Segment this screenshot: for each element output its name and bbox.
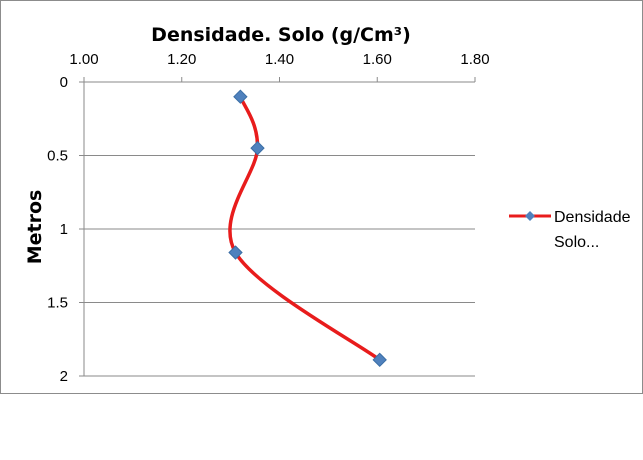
y-tick-label-2: 1 [60,221,68,238]
legend: Densidade Solo... [509,209,631,251]
gridlines [84,155,475,377]
data-point-2 [228,245,243,260]
x-tick-label-2: 1.40 [265,51,294,68]
legend-label-line1: Densidade [554,209,631,226]
chart-frame: Densidade. Solo (g/Cm³) Metros 1.00 1.20 1… [0,0,643,394]
y-tick-label-1: 0.5 [47,148,68,165]
x-tick-label-3: 1.60 [363,51,392,68]
x-tick-labels: 1.00 1.20 1.40 1.60 1.80 [69,51,489,68]
axes [79,77,476,377]
series-density [228,89,387,368]
data-point-0 [233,89,248,104]
x-tick-label-1: 1.20 [167,51,196,68]
chart-svg: Densidade. Solo (g/Cm³) Metros 1.00 1.20 1… [24,24,631,385]
y-tick-label-4: 2 [60,368,68,385]
legend-marker-swatch [525,211,535,221]
chart-title: Densidade. Solo (g/Cm³) [151,24,411,46]
y-tick-label-3: 1.5 [47,295,68,312]
series-line-0 [228,94,382,362]
legend-label-line2: Solo... [554,234,599,251]
x-tick-label-0: 1.00 [69,51,98,68]
x-tick-label-4: 1.80 [460,51,489,68]
y-tick-label-0: 0 [60,74,68,91]
y-axis-label: Metros [24,190,46,265]
data-point-1 [250,140,265,156]
y-tick-labels: 0 0.5 1 1.5 2 [47,74,68,385]
data-point-3 [372,352,387,368]
